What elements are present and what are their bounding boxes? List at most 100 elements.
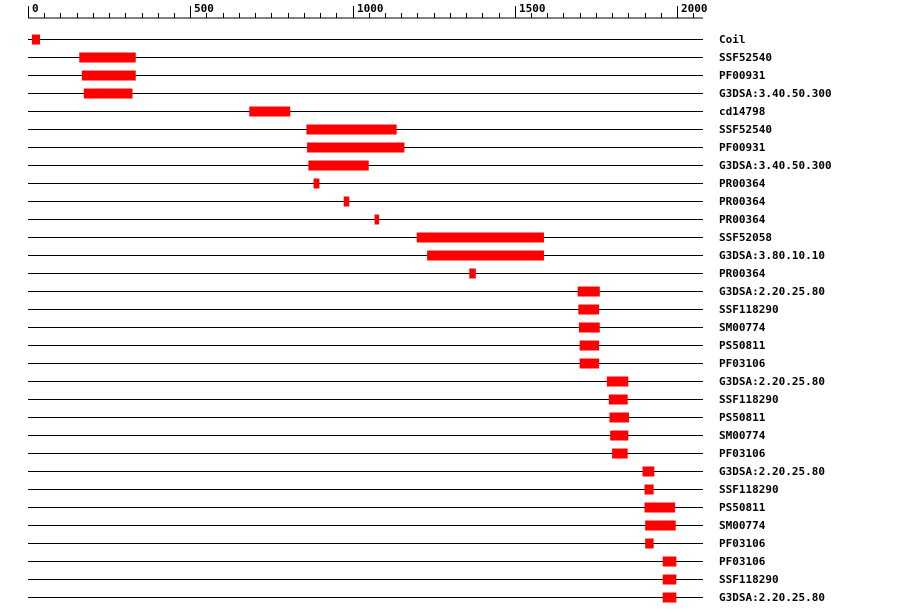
feature-row: G3DSA:2.20.25.80 — [28, 591, 825, 604]
feature-row: PS50811 — [28, 501, 766, 514]
feature-label: PR00364 — [719, 177, 766, 190]
feature-row: SSF118290 — [28, 393, 779, 406]
feature-label: PF00931 — [719, 69, 766, 82]
feature-bar[interactable] — [79, 52, 136, 63]
feature-bar[interactable] — [662, 574, 677, 585]
feature-bar[interactable] — [81, 70, 136, 81]
feature-label: G3DSA:3.80.10.10 — [719, 249, 825, 262]
feature-bar[interactable] — [608, 394, 628, 405]
feature-row: SSF118290 — [28, 303, 779, 316]
feature-label: PF03106 — [719, 447, 766, 460]
feature-label: SM00774 — [719, 429, 766, 442]
feature-row: PS50811 — [28, 339, 766, 352]
feature-label: PF03106 — [719, 537, 766, 550]
feature-row: G3DSA:3.40.50.300 — [28, 159, 832, 172]
axis-tick-label: 0 — [32, 2, 39, 15]
feature-label: PR00364 — [719, 267, 766, 280]
feature-row: SSF52540 — [28, 51, 772, 64]
feature-row: SM00774 — [28, 429, 766, 442]
feature-label: PF00931 — [719, 141, 766, 154]
feature-bar[interactable] — [469, 268, 476, 279]
feature-row: PF00931 — [28, 69, 766, 82]
feature-row: SSF52540 — [28, 123, 772, 136]
feature-row: PR00364 — [28, 267, 766, 280]
feature-bar[interactable] — [343, 196, 350, 207]
feature-label: PF03106 — [719, 357, 766, 370]
feature-label: G3DSA:3.40.50.300 — [719, 159, 832, 172]
feature-row: PF00931 — [28, 141, 766, 154]
feature-rows: Coil SSF52540 PF00931 G3DSA:3.40.50.300 cd14… — [28, 33, 832, 604]
feature-bar[interactable] — [579, 358, 600, 369]
feature-row: SSF118290 — [28, 573, 779, 586]
feature-bar[interactable] — [374, 214, 380, 225]
feature-bar[interactable] — [31, 34, 41, 45]
axis-tick-label: 500 — [194, 2, 214, 15]
feature-label: cd14798 — [719, 105, 765, 118]
feature-bar[interactable] — [645, 538, 654, 549]
feature-bar[interactable] — [645, 520, 676, 531]
feature-bar[interactable] — [416, 232, 544, 243]
feature-label: SM00774 — [719, 519, 766, 532]
feature-label: G3DSA:2.20.25.80 — [719, 591, 825, 604]
feature-row: PS50811 — [28, 411, 766, 424]
feature-row: G3DSA:2.20.25.80 — [28, 285, 825, 298]
feature-label: SSF52540 — [719, 51, 772, 64]
feature-label: SM00774 — [719, 321, 766, 334]
feature-bar[interactable] — [313, 178, 320, 189]
feature-label: G3DSA:2.20.25.80 — [719, 285, 825, 298]
axis-tick-label: 2000 — [681, 2, 708, 15]
feature-row: PR00364 — [28, 195, 766, 208]
feature-row: G3DSA:2.20.25.80 — [28, 375, 825, 388]
feature-row: SM00774 — [28, 519, 766, 532]
feature-label: PF03106 — [719, 555, 766, 568]
feature-label: PR00364 — [719, 195, 766, 208]
feature-label: SSF52540 — [719, 123, 772, 136]
feature-row: PF03106 — [28, 537, 766, 550]
feature-row: Coil — [28, 33, 746, 46]
feature-bar[interactable] — [83, 88, 133, 99]
axis-tick-label: 1000 — [357, 2, 384, 15]
feature-row: SSF118290 — [28, 483, 779, 496]
feature-bar[interactable] — [610, 430, 629, 441]
feature-bar[interactable] — [644, 484, 654, 495]
feature-bar[interactable] — [644, 502, 676, 513]
feature-bar[interactable] — [306, 124, 397, 135]
feature-bar[interactable] — [662, 592, 677, 603]
feature-row: SSF52058 — [28, 231, 772, 244]
feature-bar[interactable] — [249, 106, 291, 117]
feature-bar[interactable] — [609, 412, 629, 423]
feature-bar[interactable] — [612, 448, 628, 459]
feature-bar[interactable] — [579, 322, 600, 333]
feature-row: G3DSA:2.20.25.80 — [28, 465, 825, 478]
scale-axis: 0 500 1000 1500 2000 — [28, 2, 708, 19]
feature-bar[interactable] — [662, 556, 677, 567]
feature-label: G3DSA:2.20.25.80 — [719, 465, 825, 478]
feature-bar[interactable] — [642, 466, 655, 477]
feature-row: PR00364 — [28, 177, 766, 190]
feature-label: SSF118290 — [719, 483, 779, 496]
feature-label: SSF118290 — [719, 303, 779, 316]
feature-label: PR00364 — [719, 213, 766, 226]
feature-row: G3DSA:3.40.50.300 — [28, 87, 832, 100]
feature-bar[interactable] — [307, 142, 405, 153]
feature-label: PS50811 — [719, 411, 766, 424]
feature-label: SSF52058 — [719, 231, 772, 244]
feature-label: PS50811 — [719, 501, 766, 514]
feature-bar[interactable] — [606, 376, 629, 387]
feature-label: G3DSA:2.20.25.80 — [719, 375, 825, 388]
feature-row: cd14798 — [28, 105, 765, 118]
feature-bar[interactable] — [577, 286, 600, 297]
feature-row: PF03106 — [28, 357, 766, 370]
feature-label: SSF118290 — [719, 393, 779, 406]
feature-label: Coil — [719, 33, 746, 46]
feature-bar[interactable] — [308, 160, 369, 171]
feature-row: PF03106 — [28, 447, 766, 460]
feature-bar[interactable] — [427, 250, 544, 261]
feature-label: PS50811 — [719, 339, 766, 352]
feature-row: SM00774 — [28, 321, 766, 334]
feature-bar[interactable] — [578, 304, 600, 315]
feature-bar[interactable] — [579, 340, 600, 351]
feature-row: PR00364 — [28, 213, 766, 226]
feature-label: SSF118290 — [719, 573, 779, 586]
